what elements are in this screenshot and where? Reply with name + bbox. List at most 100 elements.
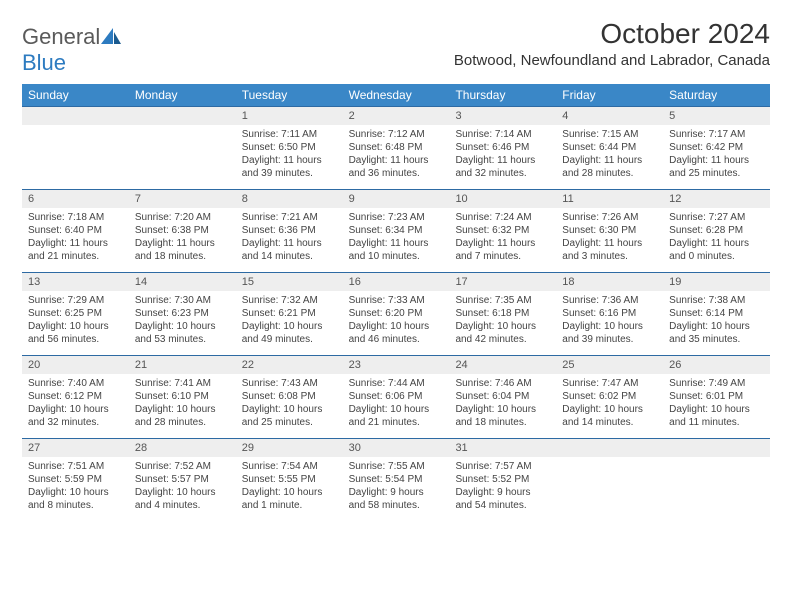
day-number: 26 (663, 356, 770, 374)
daylight-line: and 28 minutes. (135, 416, 230, 429)
sunset-line: Sunset: 6:44 PM (562, 141, 657, 154)
dow-cell: Friday (556, 84, 663, 106)
daylight-line: Daylight: 11 hours (669, 154, 764, 167)
sunset-line: Sunset: 6:01 PM (669, 390, 764, 403)
day-body: Sunrise: 7:11 AMSunset: 6:50 PMDaylight:… (236, 125, 343, 186)
daylight-line: Daylight: 10 hours (242, 486, 337, 499)
day-cell: 9Sunrise: 7:23 AMSunset: 6:34 PMDaylight… (343, 190, 450, 272)
daylight-line: and 3 minutes. (562, 250, 657, 263)
daylight-line: and 56 minutes. (28, 333, 123, 346)
day-number (556, 439, 663, 457)
daylight-line: and 49 minutes. (242, 333, 337, 346)
daylight-line: and 28 minutes. (562, 167, 657, 180)
day-number: 10 (449, 190, 556, 208)
day-number: 18 (556, 273, 663, 291)
day-body: Sunrise: 7:24 AMSunset: 6:32 PMDaylight:… (449, 208, 556, 269)
sunrise-line: Sunrise: 7:33 AM (349, 294, 444, 307)
sunrise-line: Sunrise: 7:46 AM (455, 377, 550, 390)
day-cell: 12Sunrise: 7:27 AMSunset: 6:28 PMDayligh… (663, 190, 770, 272)
daylight-line: and 42 minutes. (455, 333, 550, 346)
day-body: Sunrise: 7:52 AMSunset: 5:57 PMDaylight:… (129, 457, 236, 518)
daylight-line: Daylight: 11 hours (349, 154, 444, 167)
sunset-line: Sunset: 5:59 PM (28, 473, 123, 486)
sunset-line: Sunset: 6:16 PM (562, 307, 657, 320)
sunrise-line: Sunrise: 7:55 AM (349, 460, 444, 473)
day-body: Sunrise: 7:33 AMSunset: 6:20 PMDaylight:… (343, 291, 450, 352)
daylight-line: and 18 minutes. (135, 250, 230, 263)
day-number: 19 (663, 273, 770, 291)
calendar-page: General Blue October 2024 Botwood, Newfo… (0, 0, 792, 539)
day-cell (22, 107, 129, 189)
location-subtitle: Botwood, Newfoundland and Labrador, Cana… (454, 52, 770, 69)
daylight-line: Daylight: 11 hours (562, 237, 657, 250)
sunset-line: Sunset: 6:21 PM (242, 307, 337, 320)
sunset-line: Sunset: 6:38 PM (135, 224, 230, 237)
week-row: 27Sunrise: 7:51 AMSunset: 5:59 PMDayligh… (22, 438, 770, 521)
day-cell: 23Sunrise: 7:44 AMSunset: 6:06 PMDayligh… (343, 356, 450, 438)
brand-logo: General Blue (22, 18, 121, 76)
sunset-line: Sunset: 6:25 PM (28, 307, 123, 320)
day-number: 8 (236, 190, 343, 208)
dow-cell: Thursday (449, 84, 556, 106)
sunset-line: Sunset: 6:28 PM (669, 224, 764, 237)
day-number: 11 (556, 190, 663, 208)
day-cell: 11Sunrise: 7:26 AMSunset: 6:30 PMDayligh… (556, 190, 663, 272)
daylight-line: Daylight: 10 hours (28, 486, 123, 499)
day-body: Sunrise: 7:38 AMSunset: 6:14 PMDaylight:… (663, 291, 770, 352)
sunrise-line: Sunrise: 7:17 AM (669, 128, 764, 141)
sunset-line: Sunset: 5:55 PM (242, 473, 337, 486)
daylight-line: Daylight: 11 hours (135, 237, 230, 250)
sunset-line: Sunset: 6:32 PM (455, 224, 550, 237)
day-body: Sunrise: 7:40 AMSunset: 6:12 PMDaylight:… (22, 374, 129, 435)
day-body: Sunrise: 7:26 AMSunset: 6:30 PMDaylight:… (556, 208, 663, 269)
daylight-line: Daylight: 11 hours (562, 154, 657, 167)
daylight-line: and 46 minutes. (349, 333, 444, 346)
sunrise-line: Sunrise: 7:14 AM (455, 128, 550, 141)
daylight-line: Daylight: 10 hours (455, 320, 550, 333)
day-body: Sunrise: 7:44 AMSunset: 6:06 PMDaylight:… (343, 374, 450, 435)
brand-word1: General (22, 24, 100, 49)
sunset-line: Sunset: 6:10 PM (135, 390, 230, 403)
sunrise-line: Sunrise: 7:40 AM (28, 377, 123, 390)
day-number: 1 (236, 107, 343, 125)
daylight-line: and 35 minutes. (669, 333, 764, 346)
day-number: 6 (22, 190, 129, 208)
day-number: 13 (22, 273, 129, 291)
day-body: Sunrise: 7:51 AMSunset: 5:59 PMDaylight:… (22, 457, 129, 518)
sunset-line: Sunset: 5:52 PM (455, 473, 550, 486)
sunset-line: Sunset: 6:02 PM (562, 390, 657, 403)
day-cell: 10Sunrise: 7:24 AMSunset: 6:32 PMDayligh… (449, 190, 556, 272)
day-number: 2 (343, 107, 450, 125)
daylight-line: and 18 minutes. (455, 416, 550, 429)
sunrise-line: Sunrise: 7:23 AM (349, 211, 444, 224)
day-body: Sunrise: 7:57 AMSunset: 5:52 PMDaylight:… (449, 457, 556, 518)
brand-word2: Blue (22, 50, 66, 75)
day-body: Sunrise: 7:43 AMSunset: 6:08 PMDaylight:… (236, 374, 343, 435)
daylight-line: and 53 minutes. (135, 333, 230, 346)
day-cell: 24Sunrise: 7:46 AMSunset: 6:04 PMDayligh… (449, 356, 556, 438)
sunrise-line: Sunrise: 7:30 AM (135, 294, 230, 307)
daylight-line: Daylight: 10 hours (562, 320, 657, 333)
day-cell (129, 107, 236, 189)
daylight-line: and 39 minutes. (562, 333, 657, 346)
daylight-line: and 25 minutes. (669, 167, 764, 180)
daylight-line: and 39 minutes. (242, 167, 337, 180)
day-cell: 28Sunrise: 7:52 AMSunset: 5:57 PMDayligh… (129, 439, 236, 521)
day-cell: 19Sunrise: 7:38 AMSunset: 6:14 PMDayligh… (663, 273, 770, 355)
week-row: 13Sunrise: 7:29 AMSunset: 6:25 PMDayligh… (22, 272, 770, 355)
sunset-line: Sunset: 6:12 PM (28, 390, 123, 403)
title-block: October 2024 Botwood, Newfoundland and L… (454, 18, 770, 69)
day-body: Sunrise: 7:23 AMSunset: 6:34 PMDaylight:… (343, 208, 450, 269)
day-body: Sunrise: 7:14 AMSunset: 6:46 PMDaylight:… (449, 125, 556, 186)
sunset-line: Sunset: 6:14 PM (669, 307, 764, 320)
day-number (22, 107, 129, 125)
daylight-line: and 25 minutes. (242, 416, 337, 429)
sunrise-line: Sunrise: 7:41 AM (135, 377, 230, 390)
sunrise-line: Sunrise: 7:36 AM (562, 294, 657, 307)
sunset-line: Sunset: 6:48 PM (349, 141, 444, 154)
header: General Blue October 2024 Botwood, Newfo… (22, 18, 770, 76)
day-cell: 30Sunrise: 7:55 AMSunset: 5:54 PMDayligh… (343, 439, 450, 521)
sunrise-line: Sunrise: 7:47 AM (562, 377, 657, 390)
daylight-line: Daylight: 11 hours (455, 237, 550, 250)
day-body: Sunrise: 7:41 AMSunset: 6:10 PMDaylight:… (129, 374, 236, 435)
